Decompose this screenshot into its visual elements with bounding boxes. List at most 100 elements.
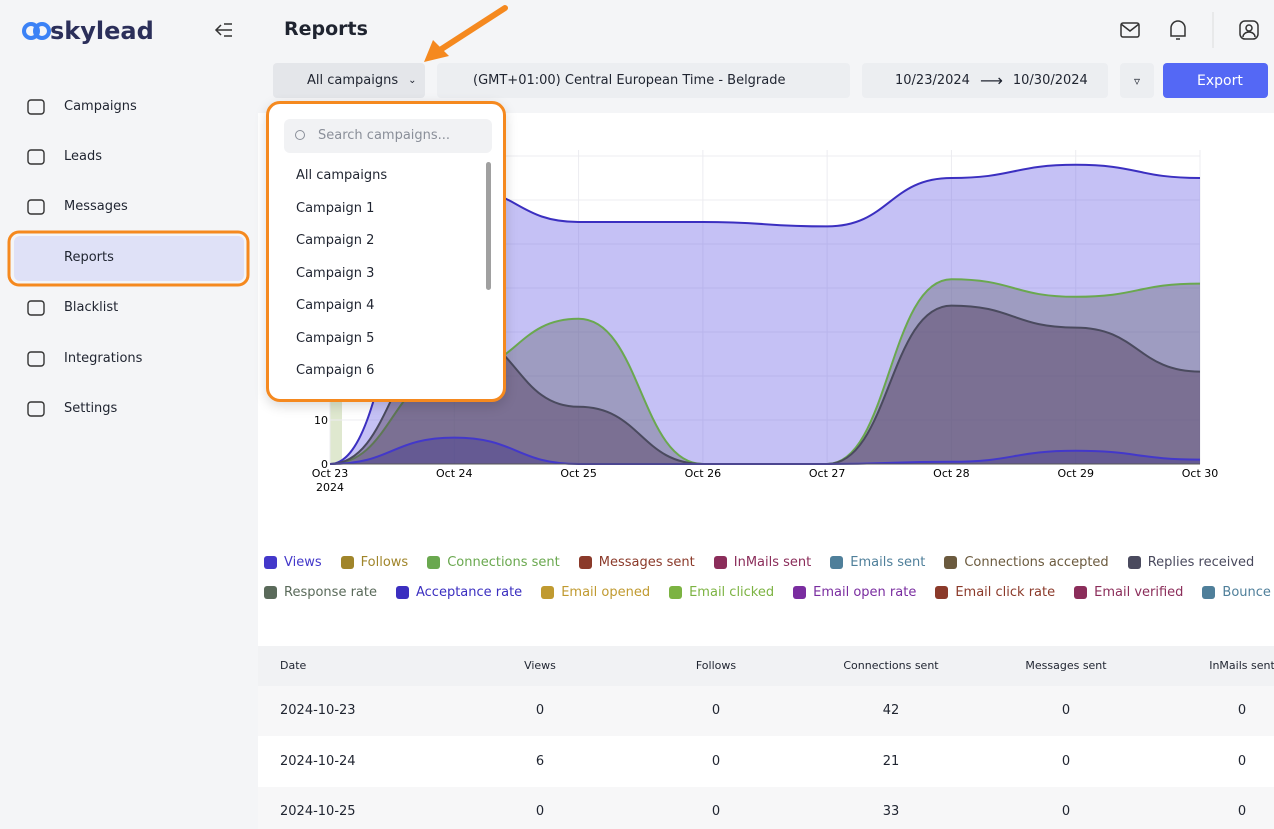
legend-item[interactable]: Connections accepted bbox=[944, 552, 1108, 572]
dropdown-option[interactable]: All campaigns bbox=[296, 168, 387, 183]
table-cell: 0 bbox=[500, 703, 580, 718]
legend-row: Response rate Acceptance rate Email opened… bbox=[264, 582, 1269, 602]
legend-checkbox[interactable] bbox=[427, 556, 440, 569]
legend: Views Follows Connections sent Messages sen… bbox=[264, 552, 1269, 602]
legend-checkbox[interactable] bbox=[264, 586, 277, 599]
table-cell: 0 bbox=[1202, 804, 1274, 819]
table-cell: 0 bbox=[676, 754, 756, 769]
table-cell: 2024-10-23 bbox=[280, 703, 356, 718]
table-cell: 2024-10-24 bbox=[280, 754, 356, 769]
dropdown-option[interactable]: Campaign 4 bbox=[296, 298, 374, 313]
table-cell: 0 bbox=[500, 804, 580, 819]
column-header: Date bbox=[280, 659, 306, 672]
legend-label: Replies received bbox=[1148, 555, 1255, 570]
table-cell: 0 bbox=[1026, 804, 1106, 819]
y-tick-label: 10 bbox=[314, 414, 328, 427]
table-row bbox=[258, 737, 1274, 787]
legend-item[interactable]: Messages sent bbox=[579, 552, 695, 572]
column-header: Connections sent bbox=[811, 659, 971, 672]
x-tick-label: Oct 23 bbox=[312, 467, 349, 480]
legend-checkbox[interactable] bbox=[1128, 556, 1141, 569]
legend-item[interactable]: Email clicked bbox=[669, 582, 774, 602]
dropdown-option[interactable]: Campaign 6 bbox=[296, 363, 374, 378]
legend-checkbox[interactable] bbox=[264, 556, 277, 569]
scrollbar bbox=[486, 162, 491, 290]
legend-item[interactable]: Acceptance rate bbox=[396, 582, 522, 602]
legend-checkbox[interactable] bbox=[1202, 586, 1215, 599]
legend-label: Messages sent bbox=[599, 555, 695, 570]
data-table: Date Views Follows Connections sent Messages… bbox=[258, 646, 1274, 829]
legend-item[interactable]: Emails sent bbox=[830, 552, 925, 572]
dropdown-option[interactable]: Campaign 3 bbox=[296, 266, 374, 281]
x-tick-label: Oct 30 bbox=[1182, 467, 1219, 480]
x-sublabel: 2024 bbox=[316, 481, 344, 494]
table-cell: 2024-10-25 bbox=[280, 804, 356, 819]
x-tick-label: Oct 27 bbox=[809, 467, 846, 480]
table-row bbox=[258, 686, 1274, 736]
legend-item[interactable]: Follows bbox=[341, 552, 409, 572]
legend-checkbox[interactable] bbox=[341, 556, 354, 569]
chart: 010203040506070Oct 23Oct 24Oct 25Oct 26O… bbox=[0, 0, 1274, 520]
table-cell: 0 bbox=[1202, 754, 1274, 769]
legend-checkbox[interactable] bbox=[541, 586, 554, 599]
legend-checkbox[interactable] bbox=[579, 556, 592, 569]
campaign-dropdown: Search campaigns... All campaigns Campaig… bbox=[266, 101, 506, 402]
legend-item[interactable]: Email open rate bbox=[793, 582, 916, 602]
search-input[interactable]: Search campaigns... bbox=[284, 119, 492, 153]
legend-label: Email opened bbox=[561, 585, 650, 600]
legend-label: Views bbox=[284, 555, 322, 570]
x-tick-label: Oct 24 bbox=[436, 467, 473, 480]
column-header: Messages sent bbox=[986, 659, 1146, 672]
legend-row: Views Follows Connections sent Messages sen… bbox=[264, 552, 1269, 572]
dropdown-option[interactable]: Campaign 2 bbox=[296, 233, 374, 248]
legend-checkbox[interactable] bbox=[944, 556, 957, 569]
legend-label: Response rate bbox=[284, 585, 377, 600]
x-tick-label: Oct 28 bbox=[933, 467, 970, 480]
table-row bbox=[258, 787, 1274, 829]
legend-label: Email click rate bbox=[955, 585, 1055, 600]
legend-item[interactable]: Email verified bbox=[1074, 582, 1183, 602]
legend-label: Connections sent bbox=[447, 555, 560, 570]
x-tick-label: Oct 26 bbox=[685, 467, 722, 480]
table-cell: 0 bbox=[676, 804, 756, 819]
column-header: Views bbox=[460, 659, 620, 672]
legend-checkbox[interactable] bbox=[396, 586, 409, 599]
legend-label: Connections accepted bbox=[964, 555, 1108, 570]
legend-checkbox[interactable] bbox=[830, 556, 843, 569]
legend-checkbox[interactable] bbox=[1074, 586, 1087, 599]
x-tick-label: Oct 25 bbox=[560, 467, 597, 480]
legend-item[interactable]: Connections sent bbox=[427, 552, 560, 572]
column-header: Follows bbox=[636, 659, 796, 672]
legend-label: Follows bbox=[361, 555, 409, 570]
table-cell: 21 bbox=[851, 754, 931, 769]
table-cell: 0 bbox=[676, 703, 756, 718]
legend-label: Email open rate bbox=[813, 585, 916, 600]
legend-label: InMails sent bbox=[734, 555, 812, 570]
legend-item[interactable]: Email click rate bbox=[935, 582, 1055, 602]
legend-label: Email clicked bbox=[689, 585, 774, 600]
legend-item[interactable]: Bounce rate bbox=[1202, 582, 1274, 602]
dropdown-option[interactable]: Campaign 5 bbox=[296, 331, 374, 346]
table-cell: 42 bbox=[851, 703, 931, 718]
legend-checkbox[interactable] bbox=[669, 586, 682, 599]
legend-item[interactable]: InMails sent bbox=[714, 552, 812, 572]
dropdown-option[interactable]: Campaign 1 bbox=[296, 201, 374, 216]
legend-checkbox[interactable] bbox=[793, 586, 806, 599]
column-header: InMails sent bbox=[1162, 659, 1274, 672]
legend-item[interactable]: Response rate bbox=[264, 582, 377, 602]
legend-item[interactable]: Replies received bbox=[1128, 552, 1255, 572]
legend-checkbox[interactable] bbox=[935, 586, 948, 599]
legend-label: Acceptance rate bbox=[416, 585, 522, 600]
table-cell: 33 bbox=[851, 804, 931, 819]
legend-item[interactable]: Views bbox=[264, 552, 322, 572]
legend-item[interactable]: Email opened bbox=[541, 582, 650, 602]
table-cell: 0 bbox=[1202, 703, 1274, 718]
legend-label: Email verified bbox=[1094, 585, 1183, 600]
legend-label: Emails sent bbox=[850, 555, 925, 570]
legend-label: Bounce rate bbox=[1222, 585, 1274, 600]
legend-checkbox[interactable] bbox=[714, 556, 727, 569]
table-cell: 0 bbox=[1026, 703, 1106, 718]
x-tick-label: Oct 29 bbox=[1057, 467, 1094, 480]
table-cell: 6 bbox=[500, 754, 580, 769]
